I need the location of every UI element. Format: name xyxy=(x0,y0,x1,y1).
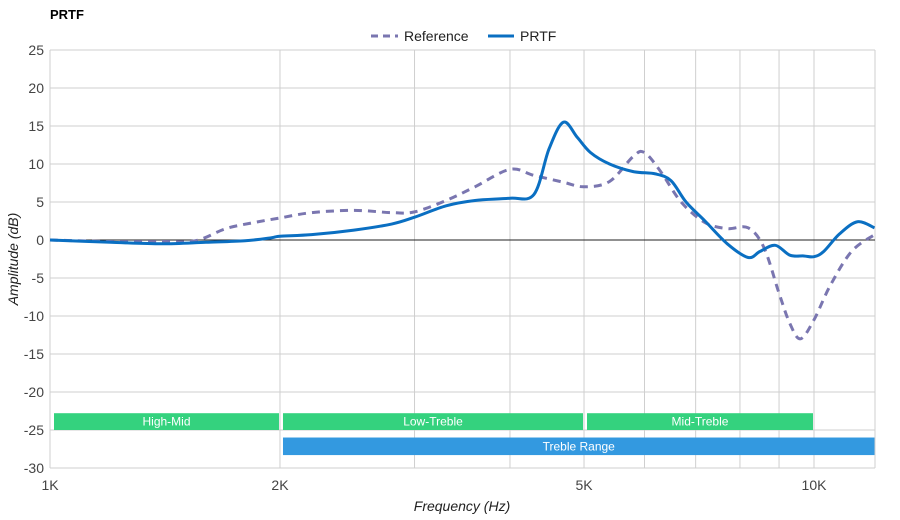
legend-prtf-label: PRTF xyxy=(520,28,556,44)
legend-reference-label: Reference xyxy=(404,28,469,44)
band-high-mid xyxy=(54,413,279,430)
x-tick-label: 10K xyxy=(802,477,828,493)
chart-title: PRTF xyxy=(50,7,84,22)
series-line-prtf xyxy=(49,120,876,260)
y-tick-label: -30 xyxy=(24,460,44,476)
y-tick-labels: 25 20 15 10 5 0 -5 -10 -15 -20 -25 -30 xyxy=(24,42,44,476)
y-tick-label: 0 xyxy=(36,232,44,248)
y-tick-label: 25 xyxy=(28,42,44,58)
y-tick-label: -15 xyxy=(24,346,44,362)
y-tick-label: -25 xyxy=(24,422,44,438)
x-tick-label: 5K xyxy=(575,477,593,493)
band-mid-treble xyxy=(587,413,813,430)
y-tick-label: 5 xyxy=(36,194,44,210)
series-line-reference xyxy=(49,149,876,341)
band-label: High-Mid xyxy=(142,415,190,429)
band-label: Low-Treble xyxy=(403,415,463,429)
x-tick-labels: 1K 2K 5K 10K xyxy=(41,477,827,493)
y-tick-label: 15 xyxy=(28,118,44,134)
band-label: Mid-Treble xyxy=(672,415,729,429)
y-tick-label: -10 xyxy=(24,308,44,324)
band-label: Treble Range xyxy=(543,439,616,453)
y-tick-label: 20 xyxy=(28,80,44,96)
legend: Reference PRTF xyxy=(371,28,556,44)
x-tick-label: 1K xyxy=(41,477,59,493)
x-tick-label: 2K xyxy=(271,477,289,493)
series-group xyxy=(49,120,876,341)
y-tick-label: -5 xyxy=(32,270,45,286)
y-axis-label: Amplitude (dB) xyxy=(5,213,21,307)
frequency-bands: High-Mid Low-Treble Mid-Treble Treble Range xyxy=(54,413,875,456)
x-axis-label: Frequency (Hz) xyxy=(414,498,510,514)
band-treble-range xyxy=(282,437,875,456)
grid xyxy=(49,49,876,469)
y-tick-label: 10 xyxy=(28,156,44,172)
y-tick-label: -20 xyxy=(24,384,44,400)
band-low-treble xyxy=(282,413,584,430)
